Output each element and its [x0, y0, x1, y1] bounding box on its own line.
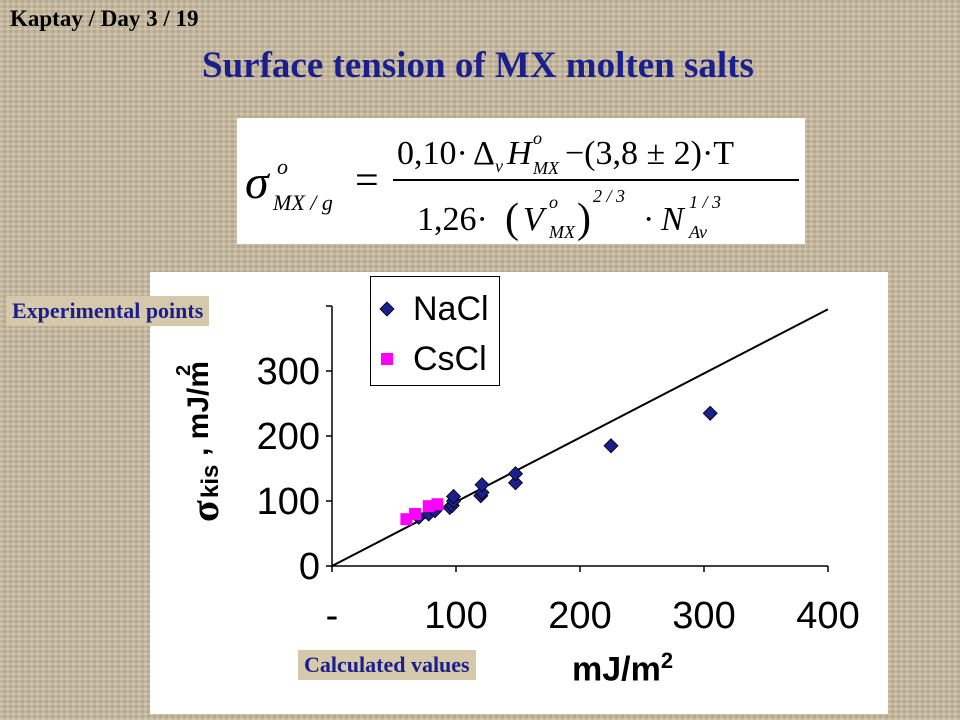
diamond-marker-icon — [379, 301, 395, 317]
scatter-chart: - 100 200 300 400 0 100 200 300 σ kis , mJ/m 2 — [173, 305, 860, 637]
y-label-unit-exp: 2 — [173, 365, 195, 376]
numerator-H-sub: MX — [532, 158, 560, 178]
denominator-exp: 2 / 3 — [593, 186, 625, 206]
calculated-values-label: Calculated values — [298, 650, 476, 680]
nacl-data-point — [507, 475, 524, 491]
y-axis-label: σ kis , mJ/m 2 — [173, 361, 227, 522]
legend-label-nacl: NaCl — [413, 289, 489, 328]
denominator-open-paren: ( — [505, 196, 519, 242]
reference-line — [331, 308, 829, 567]
slide-title: Surface tension of MX molten salts — [202, 45, 754, 86]
y-tick-label: 100 — [257, 481, 320, 523]
chart-legend: NaCl CsCl — [370, 276, 500, 386]
tick-labels: - 100 200 300 400 0 100 200 300 — [257, 351, 860, 637]
nacl-data-point — [474, 477, 490, 493]
denominator-N-sup: 1 / 3 — [689, 192, 721, 212]
y-tick-label: 0 — [299, 546, 320, 588]
numerator-v: v — [495, 156, 503, 176]
denominator-N: N — [660, 201, 686, 238]
cscl-data-point — [409, 508, 422, 520]
numerator-coef: 0,10· — [397, 135, 468, 172]
denominator-N-sub: Av — [688, 222, 707, 242]
x-axis-label: mJ/m2 — [572, 648, 673, 689]
x-tick-label: 300 — [672, 595, 735, 637]
chart-axes — [326, 305, 829, 572]
x-label-unit-exp: 2 — [660, 648, 674, 673]
formula-sigma: σ — [245, 156, 271, 209]
nacl-data-point — [474, 484, 490, 501]
denominator-close-paren: ) — [577, 196, 591, 242]
denominator-coef: 1,26· — [417, 201, 488, 238]
formula-sigma-sub: MX / g — [272, 190, 333, 215]
x-tick-label: - — [326, 595, 339, 637]
legend-item-nacl: NaCl — [379, 287, 489, 331]
experimental-points-label: Experimental points — [6, 296, 210, 326]
slide-reference: Kaptay / Day 3 / 19 — [10, 6, 199, 31]
nacl-data-point — [445, 488, 462, 505]
legend-label-cscl: CsCl — [413, 339, 487, 378]
nacl-data-point — [507, 466, 524, 482]
numerator-rest: −(3,8 ± 2)·T — [565, 135, 734, 172]
y-label-unit: , mJ/m — [182, 361, 215, 456]
surface-tension-formula: σ o MX / g = 0,10· Δ v H o MX −(3,8 ± 2)… — [245, 128, 799, 242]
numerator-delta: Δ — [473, 135, 495, 172]
x-tick-label: 100 — [424, 595, 487, 637]
data-points — [400, 405, 718, 526]
y-tick-label: 300 — [257, 351, 320, 393]
denominator-V-sub: MX — [548, 222, 576, 242]
x-tick-label: 200 — [548, 595, 611, 637]
denominator-V: V — [523, 201, 548, 238]
denominator-dot: · — [643, 201, 654, 238]
chart-panel: - 100 200 300 400 0 100 200 300 σ kis , mJ/m 2 — [150, 272, 888, 714]
square-marker-icon — [381, 353, 393, 365]
y-tick-label: 200 — [257, 416, 320, 458]
y-label-sub: kis — [197, 465, 224, 498]
formula-equals: = — [355, 158, 379, 204]
nacl-data-point — [603, 438, 619, 454]
x-tick-label: 400 — [796, 595, 859, 637]
cscl-data-point — [431, 498, 444, 511]
denominator-V-sup: o — [549, 192, 558, 212]
numerator-H: H — [506, 135, 534, 172]
y-label-sigma: σ — [182, 500, 227, 522]
numerator-H-sup: o — [533, 128, 542, 148]
formula-box: σ o MX / g = 0,10· Δ v H o MX −(3,8 ± 2)… — [237, 118, 805, 244]
formula-sigma-sup: o — [277, 154, 288, 179]
x-label-unit: mJ/m — [572, 650, 661, 689]
nacl-data-point — [702, 405, 718, 421]
legend-item-cscl: CsCl — [379, 337, 487, 381]
